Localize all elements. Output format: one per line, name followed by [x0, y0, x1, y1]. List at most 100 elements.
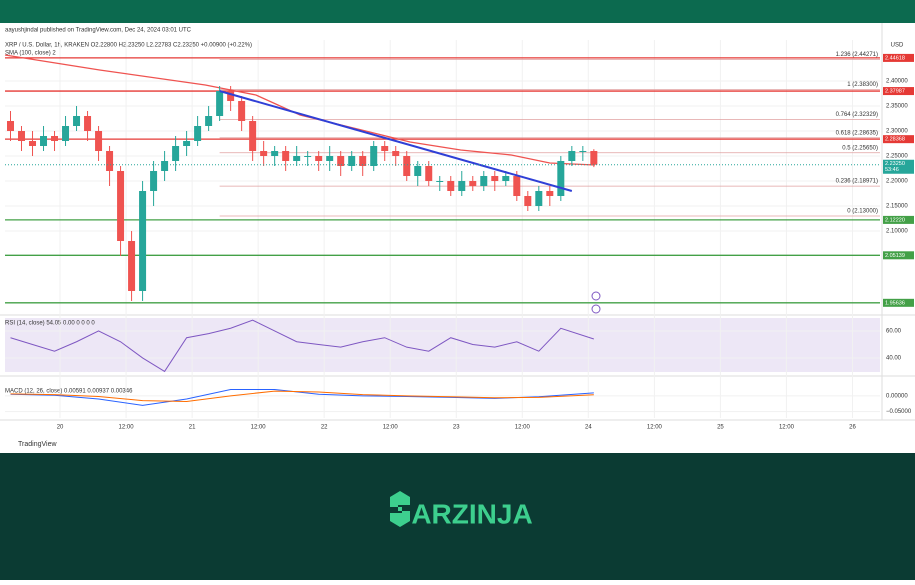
candle-body — [513, 176, 521, 196]
level-label: 2.44618 — [885, 55, 905, 61]
candle-body — [73, 116, 81, 126]
y-tick-label: 2.40000 — [886, 79, 908, 85]
candle-body — [535, 191, 543, 206]
candle-body — [370, 146, 378, 166]
level-label: 2.37987 — [885, 89, 905, 95]
fib-label: 0.236 (2.18971) — [836, 179, 878, 185]
candle-body — [546, 191, 554, 196]
candle-body — [238, 101, 246, 121]
y-tick-label: −0.05000 — [886, 409, 912, 415]
fib-label: 0.5 (2.25650) — [842, 145, 878, 151]
level-label: 2.28368 — [885, 137, 905, 143]
rsi-band — [5, 318, 880, 372]
candle-body — [458, 181, 466, 191]
level-box — [883, 53, 914, 62]
y-tick-label: 2.35000 — [886, 104, 908, 110]
chart-area — [0, 23, 915, 453]
y-tick-label: 2.10000 — [886, 229, 908, 235]
candle-body — [172, 146, 180, 161]
candle-body — [51, 136, 59, 141]
level-label: 2.12220 — [885, 217, 905, 223]
candle-body — [106, 151, 114, 171]
currency: USD — [891, 43, 904, 49]
y-tick-label: 2.25000 — [886, 154, 908, 160]
level-box — [883, 87, 914, 96]
rsi-line — [10, 319, 594, 373]
x-tick-label: 25 — [717, 425, 724, 431]
candle-body — [425, 166, 433, 181]
fib-label: 0.764 (2.32329) — [836, 112, 878, 118]
candle-body — [491, 176, 499, 181]
candle-body — [392, 151, 400, 156]
x-tick-label: 20 — [57, 425, 64, 431]
event-icon[interactable] — [591, 291, 601, 301]
x-tick-label: 12:00 — [515, 425, 531, 431]
x-tick-label: 21 — [189, 425, 196, 431]
fib-label: 1.236 (2.44271) — [836, 52, 878, 58]
trendline — [219, 90, 573, 192]
candle-body — [84, 116, 92, 131]
candle-body — [128, 241, 136, 291]
y-tick-label: 0.00000 — [886, 393, 908, 399]
candle-body — [315, 156, 323, 161]
event-icon[interactable] — [591, 304, 601, 314]
macd-line — [10, 390, 594, 403]
candle-body — [227, 91, 235, 101]
candle-body — [568, 151, 576, 161]
logo-icon — [390, 491, 410, 527]
candle-body — [95, 131, 103, 151]
candle-body — [502, 176, 510, 181]
fib-label: 1 (2.38300) — [847, 82, 878, 88]
x-tick-label: 12:00 — [647, 425, 663, 431]
level-box — [883, 251, 914, 260]
candle-body — [62, 126, 70, 141]
candle-body — [436, 181, 444, 182]
candle-body — [337, 156, 345, 166]
x-tick-label: 12:00 — [383, 425, 399, 431]
y-tick-label: 2.20000 — [886, 179, 908, 185]
logo-text: ARZINJA — [411, 498, 532, 529]
y-tick-label: 40.00 — [886, 356, 902, 362]
level-box — [883, 215, 914, 224]
candle-body — [304, 156, 312, 157]
level-label: 2.05139 — [885, 253, 905, 259]
candle-body — [18, 131, 26, 141]
candle-body — [293, 156, 301, 161]
candle-body — [348, 156, 356, 166]
candle-body — [117, 171, 125, 241]
x-tick-label: 24 — [585, 425, 592, 431]
x-tick-label: 22 — [321, 425, 328, 431]
level-box — [883, 298, 914, 307]
candle-body — [249, 121, 257, 151]
y-tick-label: 60.00 — [886, 329, 902, 335]
x-tick-label: 23 — [453, 425, 460, 431]
sma-line — [4, 54, 595, 166]
candle-body — [40, 136, 48, 146]
candle-body — [271, 151, 279, 156]
candle-body — [524, 196, 532, 206]
candle-body — [7, 121, 15, 131]
macd-label: MACD (12, 26, close) 0.00591 0.00937 0.0… — [5, 389, 133, 395]
footer-brand: TradingView — [18, 441, 57, 448]
candle-body — [282, 151, 290, 161]
sma-label: SMA (100, close) 2 — [5, 51, 56, 57]
candle-body — [326, 156, 334, 161]
level-label: 1.95636 — [885, 300, 905, 306]
bottom-bar — [0, 453, 915, 580]
y-tick-label: 2.15000 — [886, 204, 908, 210]
candle-body — [590, 151, 598, 165]
candle-body — [205, 116, 213, 126]
x-tick-label: 26 — [849, 425, 856, 431]
candle-body — [414, 166, 422, 176]
top-bar — [0, 0, 915, 23]
candle-body — [150, 171, 158, 191]
candle-body — [161, 161, 169, 171]
countdown: 53:46 — [885, 167, 899, 173]
candle-body — [216, 91, 224, 116]
y-tick-label: 2.30000 — [886, 129, 908, 135]
candle-body — [480, 176, 488, 186]
fib-label: 0.618 (2.28635) — [836, 130, 878, 136]
last-price-box — [883, 159, 914, 174]
candle-body — [469, 181, 477, 186]
